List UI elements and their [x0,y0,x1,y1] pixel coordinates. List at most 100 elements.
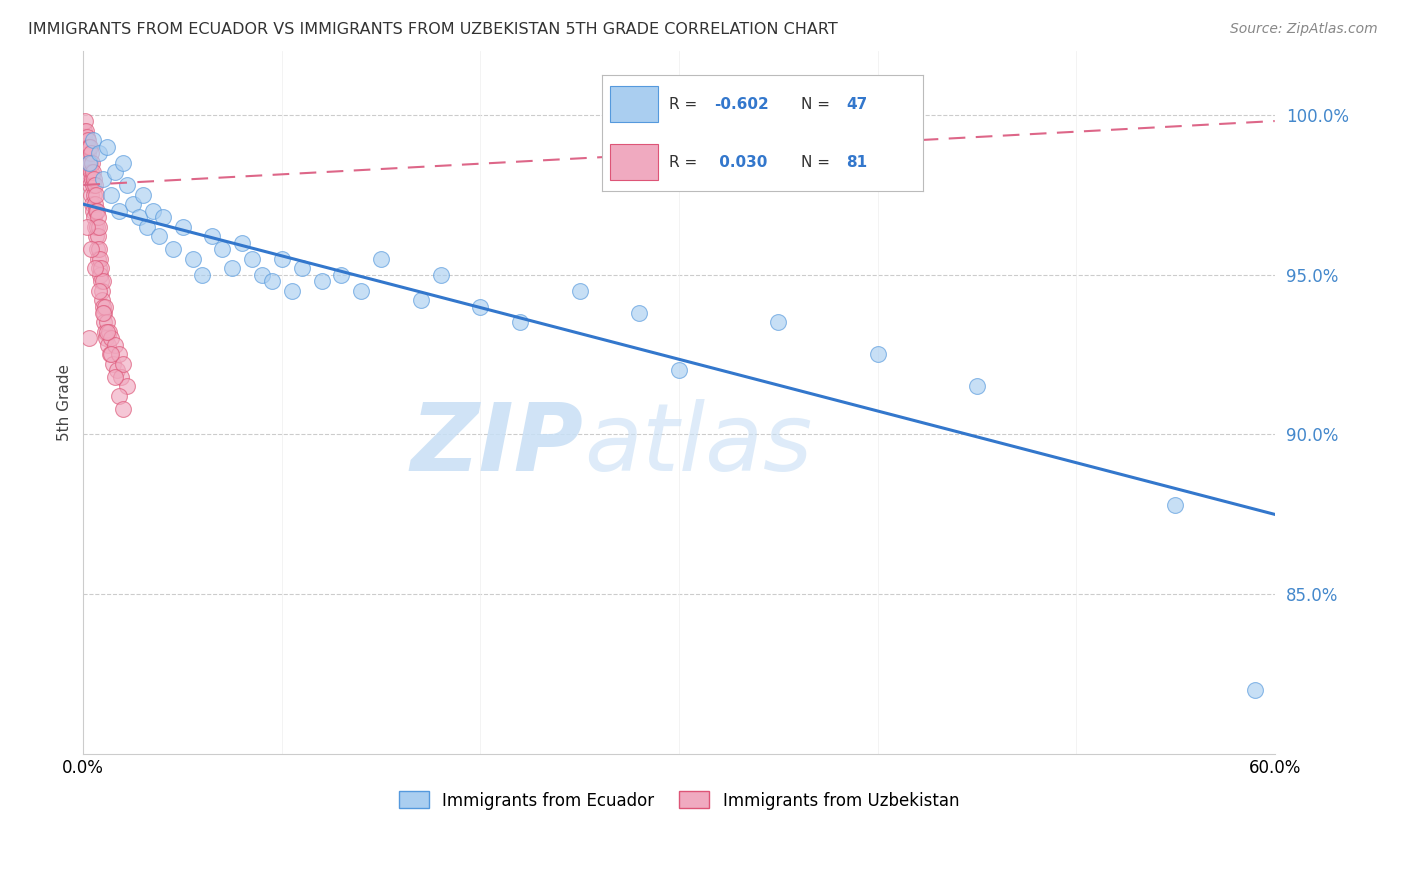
Point [84,229,107,244]
Point [89,219,111,234]
Point [84,178,107,192]
Point [115,379,138,393]
Point [240,252,263,266]
Point [76,165,98,179]
Point [75,123,97,137]
Point [509,316,531,330]
Point [77,331,100,345]
Point [260,274,283,288]
Point [568,284,591,298]
Point [110,369,132,384]
Point [76,130,98,145]
Point [89,252,111,266]
Point [75,155,97,169]
Point [79,139,101,153]
Point [82,165,104,179]
Point [89,242,111,256]
Point [96,139,118,153]
Point [132,187,155,202]
Point [83,171,105,186]
Point [181,252,204,266]
Point [104,338,127,352]
Point [311,274,333,288]
Point [86,242,108,256]
Point [409,293,432,307]
Point [76,139,98,153]
Point [84,203,107,218]
Point [76,139,98,153]
Point [86,219,108,234]
Point [108,389,131,403]
Point [142,203,165,218]
Point [104,369,127,384]
Point [101,357,124,371]
Point [330,268,353,282]
Point [966,379,988,393]
Point [128,210,150,224]
Point [1243,683,1265,698]
Point [75,133,97,147]
Point [370,252,392,266]
Point [172,219,194,234]
Point [77,155,100,169]
Point [1164,498,1187,512]
Point [866,347,889,361]
Point [350,284,373,298]
Point [89,146,111,161]
Text: Source: ZipAtlas.com: Source: ZipAtlas.com [1230,22,1378,37]
Point [90,261,112,276]
Point [91,293,114,307]
Point [94,331,117,345]
Point [87,210,110,224]
Point [100,347,122,361]
Legend: Immigrants from Ecuador, Immigrants from Uzbekistan: Immigrants from Ecuador, Immigrants from… [392,785,966,816]
Point [91,306,114,320]
Point [152,210,174,224]
Point [86,252,108,266]
Point [96,316,118,330]
Point [100,331,122,345]
Point [135,219,157,234]
Point [281,284,304,298]
Point [98,325,121,339]
Point [87,261,110,276]
Point [87,229,110,244]
Point [77,155,100,169]
Point [79,178,101,192]
Point [86,203,108,218]
Point [96,325,118,339]
Point [270,252,292,266]
Point [93,316,115,330]
Point [211,242,233,256]
Point [83,219,105,234]
Point [111,155,134,169]
Point [148,229,170,244]
Point [94,300,117,314]
Point [100,187,122,202]
Point [97,338,120,352]
Point [111,357,134,371]
Point [768,316,790,330]
Text: atlas: atlas [583,399,811,491]
Point [115,178,138,192]
Y-axis label: 5th Grade: 5th Grade [58,364,72,441]
Point [105,363,128,377]
Point [91,171,114,186]
Point [80,197,103,211]
Point [83,210,105,224]
Point [80,146,103,161]
Point [93,306,115,320]
Point [79,155,101,169]
Point [77,133,100,147]
Point [108,347,131,361]
Point [250,268,273,282]
Point [91,274,114,288]
Point [98,347,121,361]
Point [80,242,103,256]
Point [82,203,104,218]
Point [231,235,253,250]
Point [77,139,100,153]
Point [77,171,100,186]
Point [89,268,111,282]
Point [83,187,105,202]
